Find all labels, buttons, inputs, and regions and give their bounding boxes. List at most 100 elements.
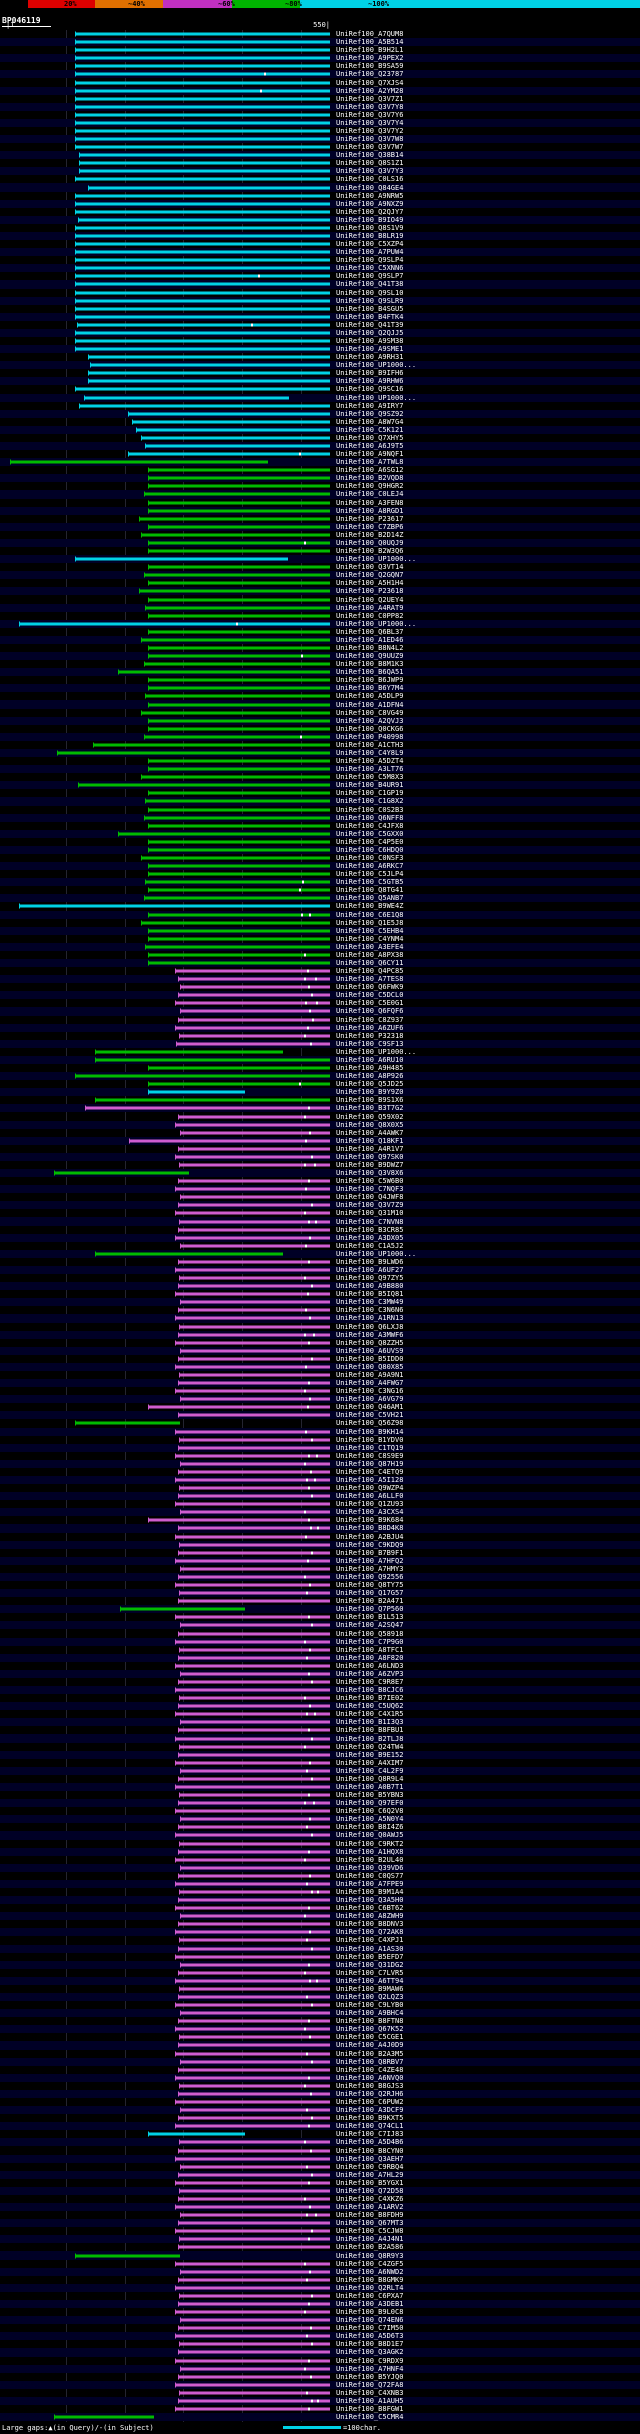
alignment-bar[interactable] (178, 2341, 330, 2347)
hit-label[interactable]: UniRef100_A6NVQ0 (336, 2073, 404, 2082)
hit-label[interactable]: UniRef100_C7LVR5 (336, 1968, 404, 1977)
alignment-bar[interactable] (76, 322, 330, 328)
alignment-bar[interactable] (174, 1857, 330, 1863)
alignment-bar[interactable] (174, 1267, 330, 1273)
alignment-bar[interactable] (74, 144, 330, 150)
alignment-bar[interactable] (180, 1396, 330, 1402)
hit-label[interactable]: UniRef100_C6HDQ0 (336, 845, 404, 854)
hit-label[interactable]: UniRef100_A7HL29 (336, 2170, 404, 2179)
hit-label[interactable]: UniRef100_Q38B14 (336, 151, 404, 160)
alignment-bar[interactable] (117, 831, 330, 837)
hit-label[interactable]: UniRef100_A4J0D9 (336, 2041, 404, 2050)
alignment-bar[interactable] (177, 2244, 330, 2250)
alignment-bar[interactable] (177, 2220, 330, 2226)
hit-label[interactable]: UniRef100_C0QS77 (336, 1871, 404, 1880)
hit-label[interactable]: UniRef100_B3CR85 (336, 1225, 404, 1234)
hit-label[interactable]: UniRef100_A4XIM7 (336, 1758, 404, 1767)
hit-label[interactable]: UniRef100_Q5JD25 (336, 1080, 404, 1089)
alignment-bar[interactable] (148, 548, 330, 554)
alignment-bar[interactable] (177, 1469, 330, 1475)
alignment-bar[interactable] (74, 556, 288, 562)
hit-label[interactable]: UniRef100_B5YJQ0 (336, 2372, 404, 2381)
hit-label[interactable]: UniRef100_A5B514 (336, 38, 404, 47)
alignment-bar[interactable] (74, 306, 330, 312)
alignment-bar[interactable] (148, 2131, 245, 2137)
alignment-bar[interactable] (74, 47, 330, 53)
alignment-bar[interactable] (148, 758, 330, 764)
alignment-bar[interactable] (180, 2317, 330, 2323)
alignment-bar[interactable] (141, 710, 330, 716)
alignment-bar[interactable] (74, 120, 330, 126)
hit-label[interactable]: UniRef100_B5EFD7 (336, 1952, 404, 1961)
hit-label[interactable]: UniRef100_A3FEN8 (336, 498, 404, 507)
hit-label[interactable]: UniRef100_C4P5E0 (336, 837, 404, 846)
alignment-bar[interactable] (136, 427, 330, 433)
alignment-bar[interactable] (74, 1420, 181, 1426)
hit-label[interactable]: UniRef100_A7QUM8 (336, 30, 404, 39)
hit-label[interactable]: UniRef100_Q7XHY5 (336, 433, 404, 442)
alignment-bar[interactable] (177, 2349, 330, 2355)
hit-label[interactable]: UniRef100_C5E0G1 (336, 999, 404, 1008)
hit-label[interactable]: UniRef100_Q3V7Y4 (336, 118, 404, 127)
alignment-bar[interactable] (174, 1388, 330, 1394)
alignment-bar[interactable] (148, 629, 330, 635)
hit-label[interactable]: UniRef100_C5DCL0 (336, 991, 404, 1000)
alignment-bar[interactable] (174, 1954, 330, 1960)
alignment-bar[interactable] (148, 718, 330, 724)
alignment-bar[interactable] (74, 55, 330, 61)
hit-label[interactable]: UniRef100_Q9WZP4 (336, 1484, 404, 1493)
alignment-bar[interactable] (178, 2139, 330, 2145)
alignment-bar[interactable] (174, 1639, 330, 1645)
hit-label[interactable]: UniRef100_Q41T39 (336, 320, 404, 329)
alignment-bar[interactable] (177, 2148, 330, 2153)
alignment-bar[interactable] (148, 483, 330, 489)
hit-label[interactable]: UniRef100_C3MW49 (336, 1298, 404, 1307)
alignment-bar[interactable] (10, 459, 269, 465)
hit-label[interactable]: UniRef100_C9SF13 (336, 1039, 404, 1048)
hit-label[interactable]: UniRef100_C4L2F9 (336, 1766, 404, 1775)
hit-label[interactable]: UniRef100_B7B9F1 (336, 1548, 404, 1557)
hit-label[interactable]: UniRef100_C5W6B0 (336, 1177, 404, 1186)
hit-label[interactable]: UniRef100_Q39VD6 (336, 1863, 404, 1872)
hit-label[interactable]: UniRef100_C0LEJ4 (336, 490, 404, 499)
hit-label[interactable]: UniRef100_Q18KF1 (336, 1136, 404, 1145)
hit-label[interactable]: UniRef100_A7HFQ2 (336, 1556, 404, 1565)
hit-label[interactable]: UniRef100_C7ZBP6 (336, 522, 404, 531)
alignment-bar[interactable] (174, 1453, 330, 1459)
hit-label[interactable]: UniRef100_UP1000... (336, 619, 417, 628)
hit-label[interactable]: UniRef100_Q31M10 (336, 1209, 404, 1218)
hit-label[interactable]: UniRef100_Q3VT14 (336, 563, 404, 572)
hit-label[interactable]: UniRef100_B8FTN8 (336, 2017, 404, 2026)
hit-label[interactable]: UniRef100_A8PX38 (336, 950, 404, 959)
hit-label[interactable]: UniRef100_C3N6N6 (336, 1306, 404, 1315)
alignment-bar[interactable] (141, 637, 330, 643)
hit-label[interactable]: UniRef100_Q58918 (336, 1629, 404, 1638)
alignment-bar[interactable] (174, 2358, 330, 2364)
hit-label[interactable]: UniRef100_B6JWP9 (336, 676, 404, 685)
alignment-bar[interactable] (74, 88, 330, 94)
alignment-bar[interactable] (79, 168, 330, 174)
hit-label[interactable]: UniRef100_B1I3Q3 (336, 1718, 404, 1727)
hit-label[interactable]: UniRef100_Q17G57 (336, 1589, 404, 1598)
alignment-bar[interactable] (174, 2075, 330, 2081)
hit-label[interactable]: UniRef100_A5N0Y4 (336, 1815, 404, 1824)
hit-label[interactable]: UniRef100_P40998 (336, 732, 404, 741)
hit-label[interactable]: UniRef100_A9H485 (336, 1064, 404, 1073)
alignment-bar[interactable] (145, 879, 330, 885)
hit-label[interactable]: UniRef100_Q5ANB7 (336, 894, 404, 903)
alignment-bar[interactable] (180, 1130, 330, 1136)
alignment-bar[interactable] (54, 2414, 154, 2420)
hit-label[interactable]: UniRef100_A7PUW4 (336, 248, 404, 257)
hit-label[interactable]: UniRef100_B9KXT5 (336, 2114, 404, 2123)
hit-label[interactable]: UniRef100_Q9SC16 (336, 385, 404, 394)
hit-label[interactable]: UniRef100_B9DWZ7 (336, 1160, 404, 1169)
alignment-bar[interactable] (178, 2390, 330, 2396)
alignment-bar[interactable] (180, 1243, 330, 1249)
alignment-bar[interactable] (87, 378, 330, 384)
hit-label[interactable]: UniRef100_A6ZVP3 (336, 1669, 404, 1678)
alignment-bar[interactable] (177, 1703, 330, 1709)
alignment-bar[interactable] (174, 1025, 330, 1031)
hit-label[interactable]: UniRef100_C9KDQ9 (336, 1540, 404, 1549)
alignment-bar[interactable] (145, 605, 330, 611)
hit-label[interactable]: UniRef100_A6RKC7 (336, 862, 404, 871)
